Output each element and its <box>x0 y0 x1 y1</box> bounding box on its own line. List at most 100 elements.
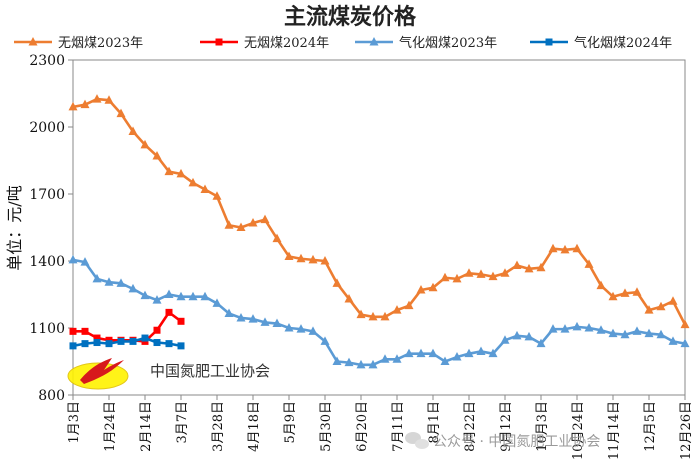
data-point-marker <box>608 291 618 301</box>
data-point-marker <box>236 222 246 231</box>
x-tick-label: 7月11日 <box>391 401 406 452</box>
data-point-marker <box>380 354 390 363</box>
data-point-marker <box>428 282 438 292</box>
data-point-marker <box>164 289 174 298</box>
data-point-marker <box>476 346 486 355</box>
series-line <box>72 336 182 348</box>
data-point-marker <box>236 312 246 322</box>
data-point-marker <box>272 318 282 328</box>
data-point-marker <box>92 94 102 103</box>
data-point-marker <box>92 273 102 283</box>
data-point-marker <box>81 340 89 348</box>
data-point-marker <box>260 317 270 326</box>
data-point-marker <box>392 354 402 363</box>
data-point-marker <box>524 263 534 273</box>
data-point-marker <box>200 291 210 301</box>
data-point-marker <box>668 296 678 305</box>
data-point-marker <box>188 177 198 187</box>
data-point-marker <box>548 243 558 253</box>
data-point-marker <box>105 340 113 348</box>
legend-label: 气化烟煤2023年 <box>399 35 497 51</box>
y-axis: 800 1100 1400 1700 2000 2300 <box>29 53 73 404</box>
association-watermark-text: 中国氮肥工业协会 <box>150 362 270 380</box>
data-point-marker <box>69 342 77 350</box>
data-point-marker <box>584 259 594 268</box>
legend-item-0: 无烟煤2023年 <box>14 36 143 51</box>
data-point-marker <box>680 319 690 329</box>
data-point-marker <box>117 337 125 345</box>
y-tick-label: 1400 <box>29 254 65 270</box>
data-point-marker <box>368 311 378 321</box>
x-tick-label: 1月3日 <box>67 401 82 444</box>
data-point-marker <box>596 280 606 290</box>
association-logo-swoosh-icon <box>80 358 124 384</box>
data-point-marker <box>356 309 366 319</box>
data-point-marker <box>212 191 222 200</box>
data-point-marker <box>560 244 570 254</box>
data-point-marker <box>356 359 366 369</box>
x-tick-label: 1月24日 <box>103 401 118 452</box>
data-point-marker <box>320 256 330 265</box>
data-point-marker <box>404 348 414 358</box>
legend-item-1: 无烟煤2024年 <box>200 36 329 51</box>
x-tick-label: 10月3日 <box>535 401 550 452</box>
data-point-marker <box>440 272 450 282</box>
data-point-marker <box>632 326 642 335</box>
data-point-marker <box>284 251 294 261</box>
data-point-marker <box>668 336 678 345</box>
data-point-marker <box>28 37 38 46</box>
association-watermark: 中国氮肥工业协会 <box>67 358 270 390</box>
data-point-marker <box>512 330 522 340</box>
data-point-marker <box>68 254 78 264</box>
data-point-marker <box>369 37 379 46</box>
y-axis-label: 单位：元/吨 <box>5 185 24 270</box>
y-tick-label: 1700 <box>29 187 65 203</box>
data-point-marker <box>153 326 161 334</box>
data-point-marker <box>536 262 546 272</box>
data-point-marker <box>165 340 173 348</box>
data-point-marker <box>380 311 390 321</box>
x-tick-label: 8月1日 <box>427 401 442 444</box>
x-tick-label: 9月12日 <box>499 401 514 452</box>
x-tick-label: 10月24日 <box>571 401 586 460</box>
data-point-marker <box>116 278 126 287</box>
data-point-marker <box>165 308 173 316</box>
data-point-marker <box>296 253 306 263</box>
series-3 <box>69 334 185 350</box>
y-tick-label: 1100 <box>29 321 65 337</box>
data-point-marker <box>224 220 234 229</box>
data-point-marker <box>140 139 150 149</box>
series-layer <box>68 94 690 369</box>
data-point-marker <box>296 324 306 333</box>
y-tick-label: 2300 <box>29 53 65 69</box>
data-point-marker <box>548 324 558 333</box>
data-point-marker <box>152 295 162 304</box>
x-tick-label: 12月5日 <box>643 401 658 452</box>
data-point-marker <box>141 334 149 342</box>
data-point-marker <box>404 300 414 310</box>
x-tick-label: 6月20日 <box>355 401 370 452</box>
data-point-marker <box>284 323 294 332</box>
data-point-marker <box>560 324 570 333</box>
legend: 无烟煤2023年 无烟煤2024年 气化烟煤2023年 气化烟煤2024年 <box>14 35 672 51</box>
data-point-marker <box>200 184 210 194</box>
data-point-marker <box>545 38 553 46</box>
plot-area <box>72 59 686 396</box>
data-point-marker <box>512 260 522 269</box>
y-tick-label: 2000 <box>29 120 65 136</box>
data-point-marker <box>428 348 438 358</box>
data-point-marker <box>176 291 186 301</box>
x-tick-label: 8月22日 <box>463 401 478 452</box>
data-point-marker <box>344 357 354 367</box>
data-point-marker <box>153 339 161 347</box>
data-point-marker <box>177 317 185 325</box>
series-2 <box>68 254 690 369</box>
data-point-marker <box>572 321 582 331</box>
x-tick-label: 3月7日 <box>175 401 190 444</box>
data-point-marker <box>392 305 402 314</box>
data-point-marker <box>248 314 258 323</box>
data-point-marker <box>320 336 330 345</box>
data-point-marker <box>452 273 462 283</box>
